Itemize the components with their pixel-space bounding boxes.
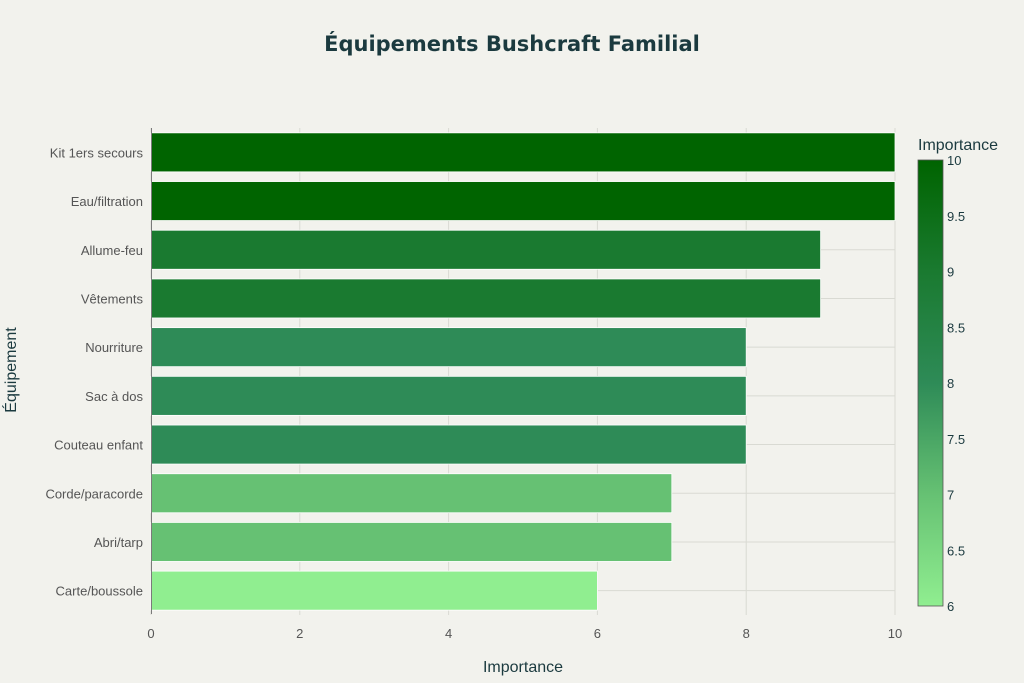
colorbar-tick-label: 9 (947, 265, 954, 280)
y-tick-label: Vêtements (81, 291, 144, 306)
bar (150, 424, 747, 465)
colorbar-tick-label: 6 (947, 599, 954, 614)
colorbar-tick-label: 9.5 (947, 209, 965, 224)
colorbar-title: Importance (918, 137, 998, 154)
bar (150, 522, 673, 562)
y-tick-label: Sac à dos (85, 389, 143, 404)
colorbar-tick-label: 7 (947, 488, 954, 503)
bar (150, 375, 747, 416)
y-tick-label: Eau/filtration (71, 194, 143, 209)
bar (150, 132, 896, 173)
colorbar-tick-label: 7.5 (947, 432, 965, 447)
colorbar-gradient (917, 159, 944, 607)
bar (150, 473, 673, 514)
x-axis-title: Importance (483, 659, 563, 676)
colorbar: Importance 10 9.5 9 8.5 8 7.5 7 6.5 6 (917, 137, 998, 614)
y-tick-label: Kit 1ers secours (50, 145, 144, 160)
colorbar-tick-label: 8.5 (947, 320, 965, 335)
bar (150, 327, 747, 368)
bars (150, 132, 896, 611)
y-tick-label: Allume-feu (81, 243, 143, 258)
y-tick-label: Couteau enfant (54, 438, 143, 453)
x-tick-label: 6 (594, 626, 601, 641)
colorbar-tick-label: 6.5 (947, 543, 965, 558)
x-tick-label: 4 (445, 626, 452, 641)
x-tick-label: 2 (296, 626, 303, 641)
x-tick-label: 10 (888, 626, 902, 641)
y-tick-labels: Kit 1ers secours Eau/filtration Allume-feu… (45, 145, 143, 598)
bar (150, 229, 821, 270)
y-tick-label: Nourriture (85, 340, 143, 355)
y-tick-label: Corde/paracorde (45, 486, 143, 501)
bar (150, 570, 598, 611)
x-tick-labels: 0 2 4 6 8 10 (147, 626, 902, 641)
x-tick-label: 8 (743, 626, 750, 641)
colorbar-tick-labels: 10 9.5 9 8.5 8 7.5 7 6.5 6 (947, 153, 965, 614)
x-tick-label: 0 (147, 626, 154, 641)
y-tick-label: Carte/boussole (56, 584, 143, 599)
y-axis-title: Équipement (1, 327, 20, 413)
chart-title: Équipements Bushcraft Familial (324, 31, 700, 56)
bar (150, 278, 821, 319)
y-tick-label: Abri/tarp (94, 535, 143, 550)
bar (150, 181, 896, 221)
colorbar-tick-label: 10 (947, 153, 961, 168)
colorbar-tick-label: 8 (947, 376, 954, 391)
